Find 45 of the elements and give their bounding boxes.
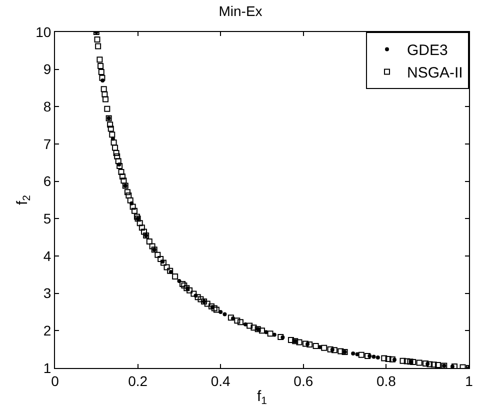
point xyxy=(231,316,236,320)
point xyxy=(218,310,223,314)
y-tick-label: 7 xyxy=(43,136,52,152)
point xyxy=(280,335,285,340)
point xyxy=(100,78,105,83)
x-tick-label: 0 xyxy=(51,372,60,389)
y-tick-label: 8 xyxy=(43,98,52,115)
x-tick-label: 0.2 xyxy=(128,372,148,389)
point xyxy=(450,364,454,368)
x-tick-label: 0.8 xyxy=(376,372,396,389)
x-tick-label: 1 xyxy=(465,372,474,389)
point xyxy=(110,136,115,141)
x-tick-label: 0.4 xyxy=(210,372,231,389)
y-tick-label: 1 xyxy=(43,360,52,376)
chart-title: Min-Ex xyxy=(218,3,262,20)
point xyxy=(368,354,372,358)
point xyxy=(264,330,268,334)
x-tick-label: 0.6 xyxy=(294,372,314,389)
legend-label: GDE3 xyxy=(407,42,448,60)
point xyxy=(355,352,360,356)
y-tick-label: 4 xyxy=(43,248,52,264)
point xyxy=(376,356,380,360)
point xyxy=(372,354,376,359)
point xyxy=(330,348,334,352)
point xyxy=(392,358,396,362)
x-axis-title: f$_{1}$ xyxy=(256,388,268,407)
legend-label: NSGA-II xyxy=(407,64,463,82)
point xyxy=(130,201,134,206)
y-tick-label: 2 xyxy=(43,322,52,339)
y-tick-label: 5 xyxy=(43,210,52,227)
y-tick-label: 6 xyxy=(43,173,52,190)
point xyxy=(426,362,430,366)
point xyxy=(177,279,182,284)
point xyxy=(318,345,322,350)
point xyxy=(194,294,198,298)
point xyxy=(306,342,310,346)
y-tick-label: 3 xyxy=(43,285,52,302)
point xyxy=(168,270,173,274)
point xyxy=(272,332,276,337)
point xyxy=(243,322,248,326)
y-tick-label: 10 xyxy=(36,24,52,40)
y-tick-label: 9 xyxy=(43,61,52,78)
point xyxy=(117,162,122,167)
point xyxy=(351,351,356,356)
point xyxy=(222,312,227,316)
